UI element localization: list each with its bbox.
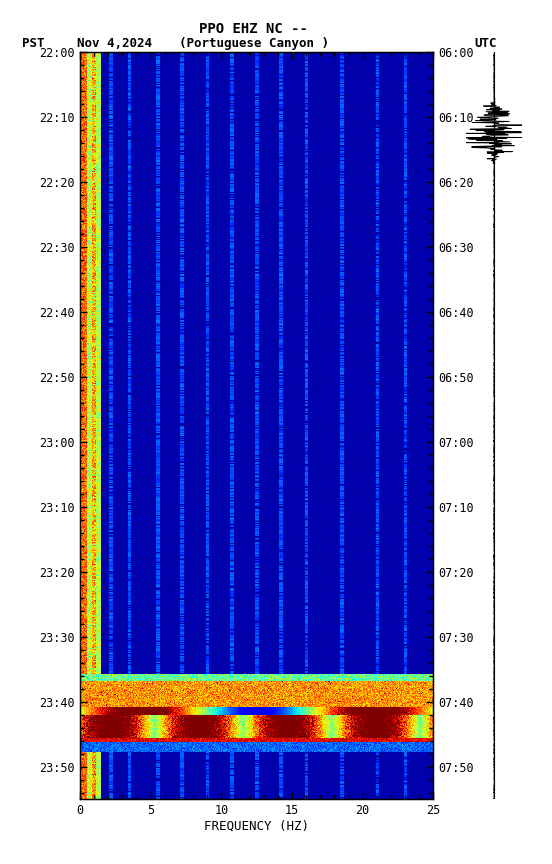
- Text: PPO EHZ NC --: PPO EHZ NC --: [199, 22, 309, 35]
- Text: (Portuguese Canyon ): (Portuguese Canyon ): [179, 37, 329, 50]
- Text: UTC: UTC: [475, 37, 497, 50]
- Text: Nov 4,2024: Nov 4,2024: [77, 37, 152, 50]
- X-axis label: FREQUENCY (HZ): FREQUENCY (HZ): [204, 820, 309, 833]
- Text: PST: PST: [22, 37, 45, 50]
